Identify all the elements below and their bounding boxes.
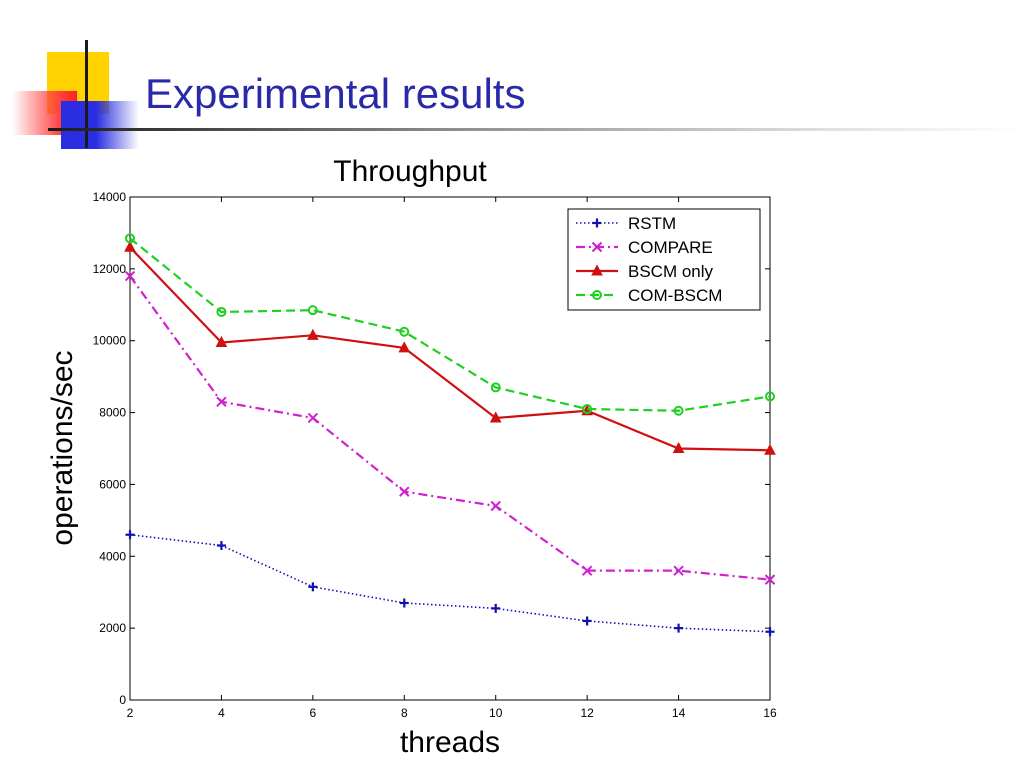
y-tick-label: 2000 bbox=[99, 621, 126, 635]
data-point bbox=[491, 603, 501, 613]
x-tick-label: 14 bbox=[672, 706, 686, 720]
data-point bbox=[124, 240, 136, 252]
x-tick-label: 16 bbox=[763, 706, 777, 720]
series-line bbox=[129, 237, 771, 412]
series-rstm bbox=[125, 530, 775, 637]
y-tick-label: 0 bbox=[119, 693, 126, 707]
series-line bbox=[129, 275, 771, 581]
data-point bbox=[216, 306, 227, 317]
series-line bbox=[129, 533, 771, 633]
legend-marker bbox=[592, 218, 602, 228]
legend-label: BSCM only bbox=[628, 262, 714, 281]
series-layer bbox=[124, 233, 776, 637]
x-tick-label: 10 bbox=[489, 706, 503, 720]
y-tick-label: 6000 bbox=[99, 477, 126, 491]
data-point bbox=[216, 396, 227, 407]
data-point bbox=[581, 565, 593, 576]
data-point bbox=[582, 403, 593, 414]
page-title: Experimental results bbox=[145, 70, 526, 117]
data-point bbox=[216, 541, 226, 551]
data-point bbox=[764, 574, 776, 585]
y-tick-label: 12000 bbox=[93, 262, 127, 276]
decor-vertical-line bbox=[85, 40, 88, 148]
data-point bbox=[673, 405, 684, 416]
decor-title-underline bbox=[48, 128, 1024, 131]
x-tick-label: 6 bbox=[310, 706, 317, 720]
y-tick-label: 4000 bbox=[99, 549, 126, 563]
legend-label: COMPARE bbox=[628, 238, 713, 257]
data-point bbox=[674, 623, 684, 633]
series-com-bscm bbox=[125, 233, 775, 416]
data-point bbox=[765, 391, 775, 402]
series-compare bbox=[124, 270, 776, 585]
legend-entry: COMPARE bbox=[576, 238, 713, 257]
data-point bbox=[307, 412, 319, 424]
y-axis-label: operations/sec bbox=[46, 350, 79, 545]
data-point bbox=[125, 233, 135, 244]
data-point bbox=[673, 565, 684, 576]
legend: RSTM COMPARE BSCM only COM-BSCM bbox=[567, 208, 761, 311]
legend-label: COM-BSCM bbox=[628, 286, 722, 305]
legend-entry: COM-BSCM bbox=[576, 286, 722, 305]
x-tick-label: 2 bbox=[127, 706, 134, 720]
legend-marker bbox=[592, 290, 602, 300]
data-point bbox=[399, 598, 409, 608]
data-point bbox=[308, 582, 318, 592]
data-point bbox=[307, 305, 318, 316]
data-point bbox=[125, 530, 135, 540]
y-tick-label: 14000 bbox=[93, 190, 127, 204]
axis-ticks: 2 4 6 8 10 12 14 16 0 2000 4000 6000 8000 10000 12000 1… bbox=[93, 190, 777, 720]
data-point bbox=[398, 341, 411, 353]
legend-entry: RSTM bbox=[576, 214, 676, 233]
x-axis-label: threads bbox=[400, 726, 500, 759]
data-point bbox=[307, 328, 319, 340]
series-bscm-only bbox=[124, 240, 776, 455]
chart-title: Throughput bbox=[333, 155, 487, 188]
x-tick-label: 4 bbox=[218, 706, 225, 720]
y-tick-label: 10000 bbox=[93, 334, 127, 348]
y-tick-label: 8000 bbox=[99, 406, 126, 420]
x-tick-label: 12 bbox=[580, 706, 594, 720]
legend-marker bbox=[591, 264, 603, 276]
data-point bbox=[399, 326, 410, 337]
data-point bbox=[399, 486, 410, 497]
data-point bbox=[764, 443, 776, 455]
legend-label: RSTM bbox=[628, 214, 676, 233]
data-point bbox=[215, 335, 228, 348]
legend-entry: BSCM only bbox=[576, 262, 714, 281]
decor-blue-square bbox=[61, 101, 139, 149]
series-line bbox=[129, 246, 771, 452]
data-point bbox=[582, 616, 592, 626]
data-point bbox=[124, 270, 136, 282]
data-point bbox=[672, 441, 685, 453]
legend-marker bbox=[591, 241, 603, 253]
data-point bbox=[489, 411, 502, 423]
x-tick-label: 8 bbox=[401, 706, 408, 720]
data-point bbox=[490, 500, 501, 512]
data-point bbox=[765, 627, 775, 637]
data-point bbox=[490, 382, 501, 393]
